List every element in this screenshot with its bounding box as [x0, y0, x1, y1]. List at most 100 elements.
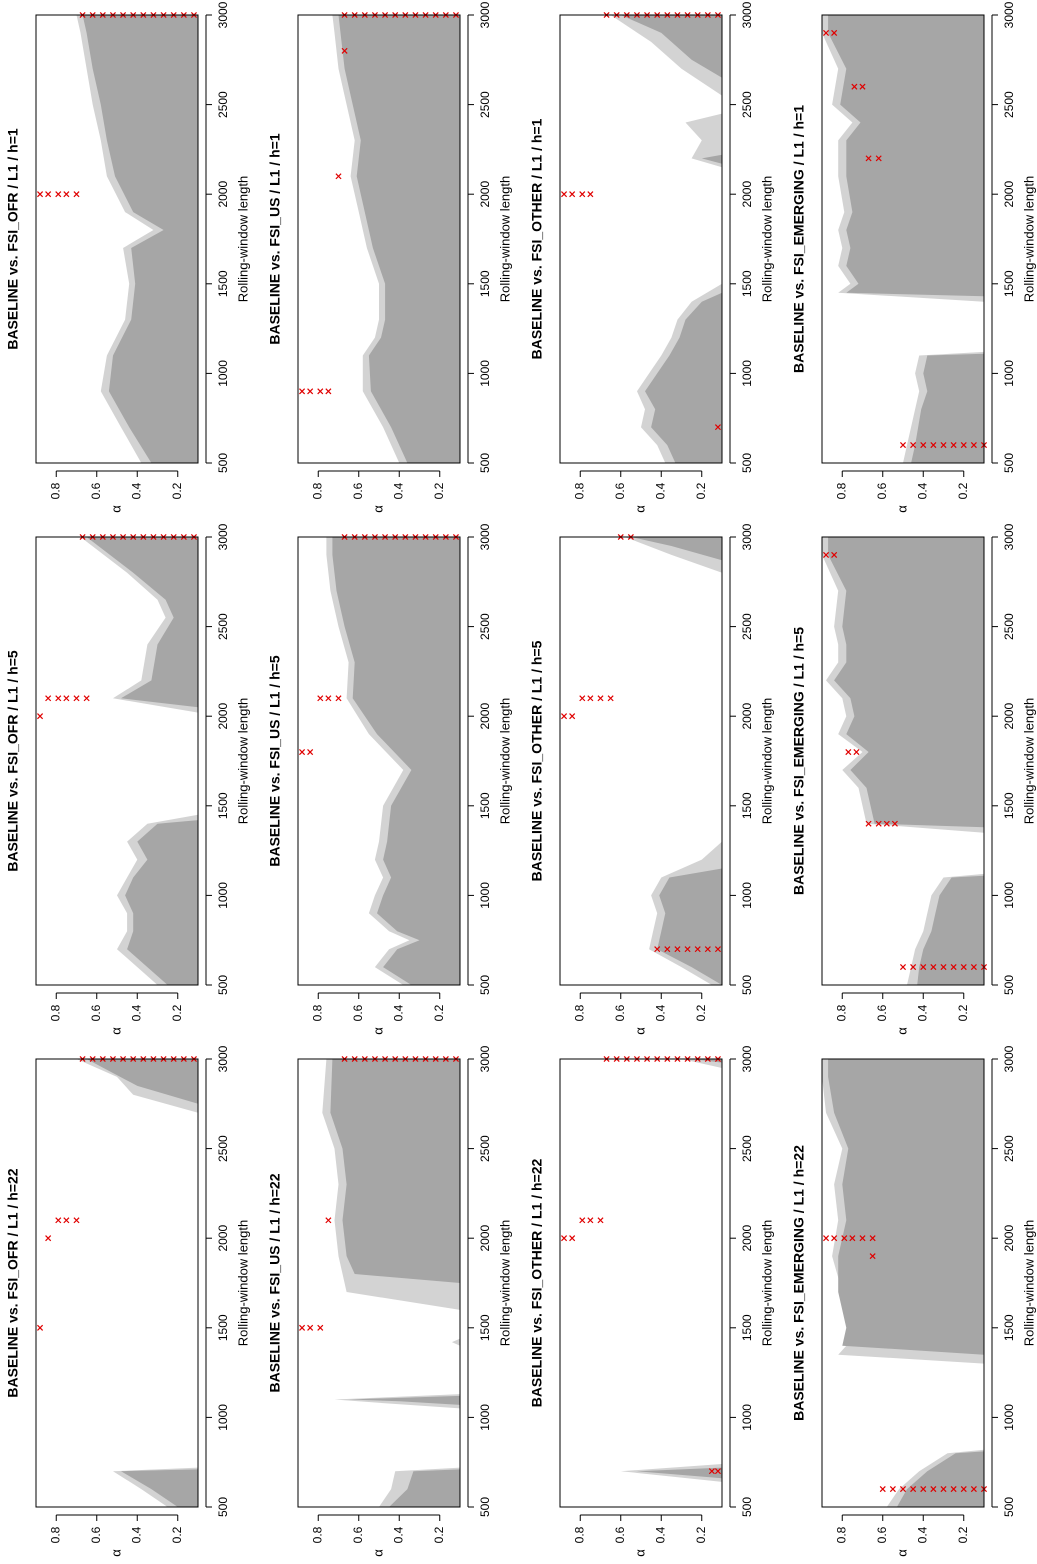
y-axis-label: α	[632, 1549, 647, 1557]
marker	[317, 1324, 324, 1331]
marker	[37, 191, 44, 198]
x-axis-label: Rolling-window length	[1021, 698, 1036, 824]
y-tick-label: 0.2	[694, 482, 708, 499]
marker	[823, 29, 830, 36]
y-tick-label: 0.6	[351, 1526, 365, 1543]
y-tick-label: 0.8	[310, 482, 324, 499]
marker	[299, 388, 306, 395]
y-tick-label: 0.4	[653, 1526, 667, 1543]
x-tick-label: 1000	[478, 1404, 492, 1431]
x-tick-label: 3000	[1002, 523, 1016, 550]
x-tick-label: 3000	[216, 1045, 230, 1072]
dark-band-0	[645, 292, 722, 463]
marker	[831, 1235, 838, 1242]
marker	[849, 1235, 856, 1242]
marker	[317, 695, 324, 702]
marker	[83, 695, 90, 702]
y-tick-label: 0.2	[956, 1004, 970, 1021]
x-tick-label: 1000	[740, 360, 754, 387]
x-tick-label: 1500	[1002, 270, 1016, 297]
marker	[823, 1235, 830, 1242]
x-axis-label: Rolling-window length	[497, 698, 512, 824]
x-tick-label: 2000	[216, 1225, 230, 1252]
dark-band-1	[828, 537, 984, 828]
marker	[910, 1486, 917, 1493]
x-tick-label: 1000	[216, 882, 230, 909]
x-tick-label: 1500	[740, 1314, 754, 1341]
marker	[865, 155, 872, 162]
y-tick-label: 0.2	[170, 1004, 184, 1021]
x-tick-label: 2500	[740, 613, 754, 640]
dark-band-1	[691, 1059, 722, 1063]
plot-frame	[821, 1058, 985, 1508]
dark-band-0	[657, 868, 722, 985]
x-tick-label: 1000	[216, 360, 230, 387]
marker	[875, 820, 882, 827]
marker	[714, 424, 721, 431]
y-tick-label: 0.4	[915, 1526, 929, 1543]
marker	[899, 442, 907, 449]
panel-r3c3: 500 1000 1500 2000 2500 3000 Rolling-window le…	[529, 1045, 775, 1556]
marker	[899, 964, 907, 971]
y-tick-label: 0.8	[572, 1526, 586, 1543]
y-tick-label: 0.8	[834, 1004, 848, 1021]
y-tick-label: 0.4	[129, 1526, 143, 1543]
x-tick-label: 1000	[1002, 360, 1016, 387]
marker	[569, 713, 576, 720]
panel-r2c3: 500 1000 1500 2000 2500 3000 Rolling-window le…	[267, 1045, 513, 1556]
x-tick-label: 2500	[1002, 91, 1016, 118]
dark-band-0	[896, 1451, 984, 1507]
plot-frame	[35, 14, 199, 464]
y-tick-label: 0.8	[834, 1526, 848, 1543]
y-tick-label: 0.6	[89, 1004, 103, 1021]
y-axis-label: α	[370, 505, 385, 513]
x-tick-label: 500	[478, 1497, 492, 1517]
plot-frame	[821, 536, 985, 986]
x-tick-label: 1500	[1002, 792, 1016, 819]
marker	[325, 388, 332, 395]
marker	[930, 1486, 937, 1493]
dark-band-1	[828, 15, 984, 297]
plot-frame	[559, 536, 723, 986]
x-tick-label: 2000	[216, 181, 230, 208]
x-tick-label: 2000	[216, 703, 230, 730]
marker	[37, 1324, 44, 1331]
marker	[587, 191, 594, 198]
x-tick-label: 1500	[216, 1314, 230, 1341]
x-tick-label: 2000	[478, 181, 492, 208]
marker	[930, 442, 937, 449]
plot-frame	[297, 14, 461, 464]
x-tick-label: 1500	[216, 792, 230, 819]
marker	[45, 1235, 52, 1242]
light-band-2	[451, 1338, 460, 1346]
y-tick-label: 0.8	[48, 482, 62, 499]
marker	[597, 695, 604, 702]
panel-r4c2: 500 1000 1500 2000 2500 3000 Rolling-window le…	[791, 523, 1037, 1034]
marker	[960, 1486, 967, 1493]
x-tick-label: 500	[216, 1497, 230, 1517]
marker	[869, 1253, 876, 1260]
marker	[841, 1235, 848, 1242]
x-tick-label: 1500	[1002, 1314, 1016, 1341]
y-axis-label: α	[894, 1027, 909, 1035]
marker	[63, 191, 70, 198]
y-tick-label: 0.8	[572, 1004, 586, 1021]
marker	[607, 695, 614, 702]
marker	[561, 191, 568, 198]
y-tick-label: 0.2	[694, 1004, 708, 1021]
marker	[587, 695, 594, 702]
panel-r3c1: 500 1000 1500 2000 2500 3000 Rolling-window le…	[529, 1, 775, 512]
x-axis-label: Rolling-window length	[497, 1220, 512, 1346]
panel-title: BASELINE vs. FSI_US / L1 / h=1	[267, 133, 283, 344]
panel-r2c1: 500 1000 1500 2000 2500 3000 Rolling-window le…	[267, 1, 513, 512]
marker	[930, 964, 937, 971]
x-tick-label: 2000	[478, 1225, 492, 1252]
y-tick-label: 0.2	[432, 1004, 446, 1021]
x-tick-label: 500	[1002, 1497, 1016, 1517]
panel-r1c1: 500 1000 1500 2000 2500 3000 Rolling-window le…	[5, 1, 251, 512]
y-tick-label: 0.6	[875, 482, 889, 499]
y-axis-label: α	[108, 1549, 123, 1557]
y-tick-label: 0.4	[915, 1004, 929, 1021]
marker	[831, 29, 838, 36]
marker	[325, 695, 332, 702]
